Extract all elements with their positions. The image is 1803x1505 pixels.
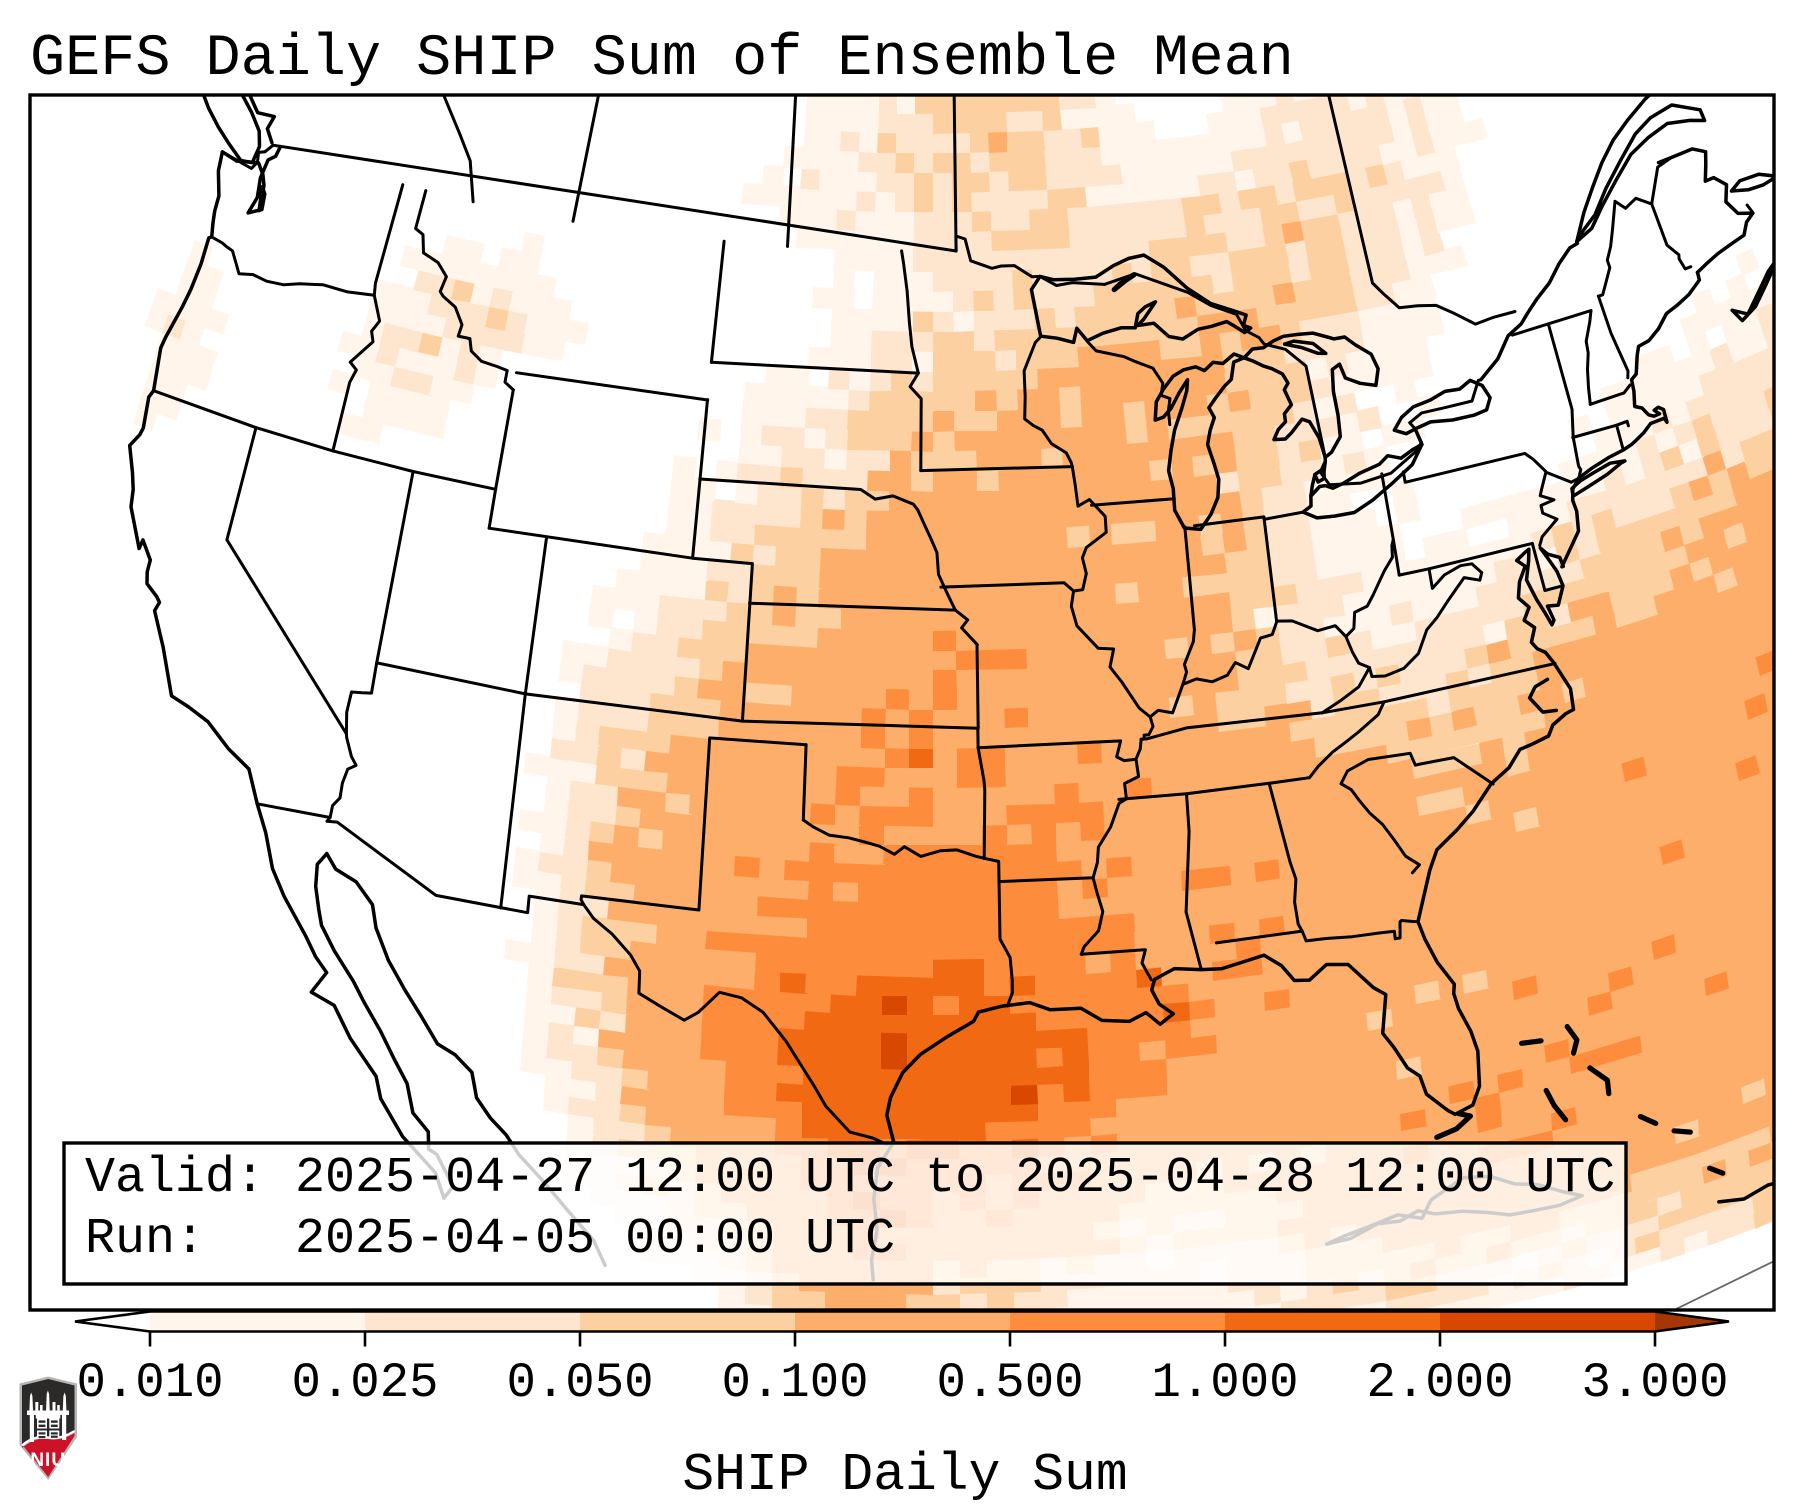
svg-text:2.000: 2.000 xyxy=(1366,1355,1513,1411)
svg-text:Valid: 2025-04-27 12:00 UTC to: Valid: 2025-04-27 12:00 UTC to 2025-04-2… xyxy=(85,1150,1615,1207)
svg-text:1.000: 1.000 xyxy=(1151,1355,1298,1411)
svg-text:0.050: 0.050 xyxy=(506,1355,653,1411)
svg-text:Run: 2025-04-05 00:00 UTC: Run: 2025-04-05 00:00 UTC xyxy=(85,1211,895,1268)
svg-text:0.500: 0.500 xyxy=(936,1355,1083,1411)
svg-text:0.010: 0.010 xyxy=(76,1355,223,1411)
svg-text:0.100: 0.100 xyxy=(721,1355,868,1411)
svg-text:GEFS Daily SHIP Sum of Ensembl: GEFS Daily SHIP Sum of Ensemble Mean xyxy=(30,25,1294,92)
svg-text:NIU: NIU xyxy=(30,1450,66,1471)
svg-text:SHIP Daily Sum: SHIP Daily Sum xyxy=(682,1445,1127,1500)
svg-text:3.000: 3.000 xyxy=(1581,1355,1728,1411)
svg-text:0.025: 0.025 xyxy=(291,1355,438,1411)
